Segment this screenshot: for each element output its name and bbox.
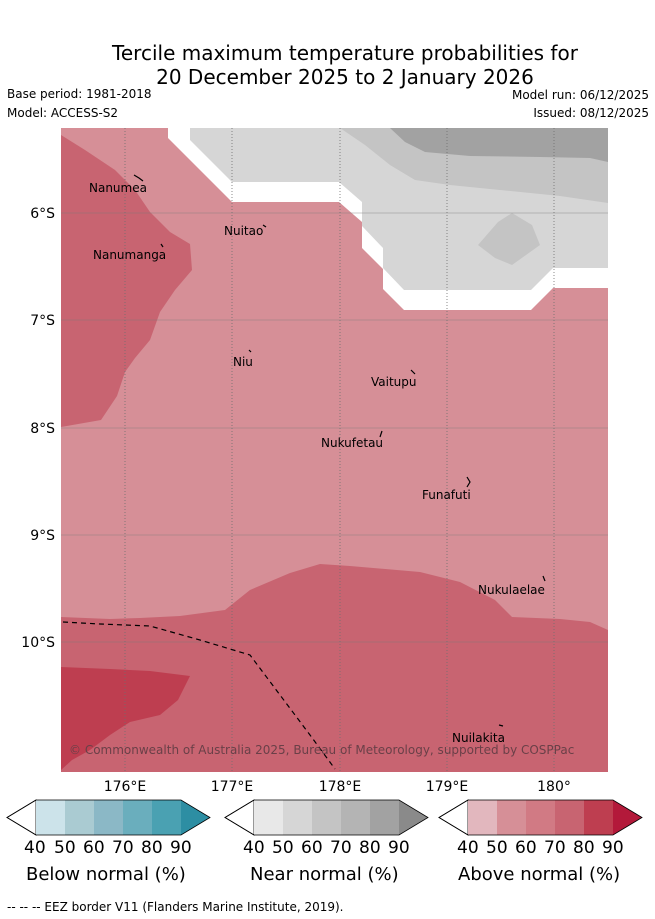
place-label: Nuilakita bbox=[452, 731, 505, 745]
eez-legend-note: -- -- -- EEZ border V11 (Flanders Marine… bbox=[7, 900, 344, 914]
colorbar-under-arrow bbox=[224, 799, 255, 836]
cb-tick: 80 bbox=[573, 838, 595, 858]
place-label: Vaitupu bbox=[371, 375, 417, 389]
colorbar-swatch bbox=[341, 800, 370, 835]
cb-tick: 90 bbox=[170, 838, 192, 858]
colorbar-outline bbox=[6, 799, 211, 836]
cb-tick: 50 bbox=[54, 838, 76, 858]
colorbar-over-arrow bbox=[399, 800, 428, 835]
colorbar-swatch bbox=[370, 800, 399, 835]
lat-tick: 10°S bbox=[21, 635, 55, 651]
region-above-80 bbox=[61, 667, 190, 770]
lon-tick: 178°E bbox=[319, 779, 362, 795]
colorbar-swatch bbox=[526, 800, 555, 835]
lon-tick: 176°E bbox=[104, 779, 147, 795]
title-line-2: 20 December 2025 to 2 January 2026 bbox=[156, 65, 534, 89]
cb-tick: 70 bbox=[330, 838, 352, 858]
region-near-60-patch bbox=[478, 213, 540, 265]
colorbar-swatch bbox=[584, 800, 613, 835]
cb-below-title: Below normal (%) bbox=[26, 864, 186, 885]
place-label: Nukufetau bbox=[321, 436, 383, 450]
colorbar-swatch bbox=[312, 800, 341, 835]
graticule-lat bbox=[61, 212, 608, 643]
cb-near-ticks: 40 50 60 70 80 90 bbox=[243, 838, 423, 858]
cb-tick: 40 bbox=[24, 838, 46, 858]
colorbar-swatch bbox=[497, 800, 526, 835]
colorbar-under-arrow bbox=[6, 799, 37, 836]
cb-tick: 60 bbox=[83, 838, 105, 858]
region-above-70-west bbox=[61, 135, 192, 427]
colorbar-swatch bbox=[283, 800, 312, 835]
islands bbox=[133, 174, 546, 727]
colorbar-over-arrow bbox=[181, 800, 210, 835]
lon-tick: 179°E bbox=[426, 779, 469, 795]
place-label: Nuitao bbox=[224, 224, 263, 238]
lon-tick: 180° bbox=[537, 779, 571, 795]
cb-tick: 50 bbox=[486, 838, 508, 858]
model-label: Model: ACCESS-S2 bbox=[7, 106, 119, 120]
colorbar-swatch bbox=[94, 800, 123, 835]
place-label: Funafuti bbox=[422, 488, 471, 502]
place-label: Niu bbox=[233, 355, 253, 369]
copyright-text: © Commonwealth of Australia 2025, Bureau… bbox=[69, 743, 574, 757]
issued-label: Issued: 08/12/2025 bbox=[533, 106, 649, 120]
cb-tick: 60 bbox=[301, 838, 323, 858]
region-near-70 bbox=[390, 128, 608, 162]
colorbar-swatch bbox=[468, 800, 497, 835]
colorbar-outline bbox=[224, 799, 429, 836]
lat-tick: 7°S bbox=[30, 313, 55, 329]
cb-tick: 70 bbox=[544, 838, 566, 858]
cb-above-title: Above normal (%) bbox=[458, 864, 621, 885]
colorbar-below-normal bbox=[6, 799, 211, 836]
place-label: Nanumanga bbox=[93, 248, 166, 262]
lat-tick: 9°S bbox=[30, 528, 55, 544]
colorbar-swatch bbox=[65, 800, 94, 835]
colorbar-outline bbox=[438, 799, 643, 836]
lat-tick: 8°S bbox=[30, 421, 55, 437]
colorbar-near-normal bbox=[224, 799, 429, 836]
cb-above-ticks: 40 50 60 70 80 90 bbox=[457, 838, 637, 858]
region-above-70-south bbox=[61, 564, 608, 772]
cb-tick: 50 bbox=[272, 838, 294, 858]
lat-tick: 6°S bbox=[30, 206, 55, 222]
graticule bbox=[124, 128, 555, 772]
colorbar-swatch bbox=[36, 800, 65, 835]
model-run-label: Model run: 06/12/2025 bbox=[511, 88, 649, 102]
cb-tick: 70 bbox=[112, 838, 134, 858]
cb-tick: 40 bbox=[243, 838, 265, 858]
cb-near-title: Near normal (%) bbox=[250, 864, 399, 885]
colorbar-swatch bbox=[123, 800, 152, 835]
cb-tick: 80 bbox=[359, 838, 381, 858]
cb-tick: 90 bbox=[388, 838, 410, 858]
colorbar-under-arrow bbox=[438, 799, 469, 836]
base-period-label: Base period: 1981-2018 bbox=[7, 87, 152, 101]
title-line-1: Tercile maximum temperature probabilitie… bbox=[112, 41, 578, 65]
cb-below-ticks: 40 50 60 70 80 90 bbox=[24, 838, 204, 858]
colorbar-swatch bbox=[254, 800, 283, 835]
colorbar-over-arrow bbox=[613, 800, 642, 835]
place-label: Nanumea bbox=[89, 181, 147, 195]
colorbar-above-normal bbox=[438, 799, 643, 836]
chart-title: Tercile maximum temperature probabilitie… bbox=[0, 41, 655, 89]
colorbar-swatch bbox=[152, 800, 181, 835]
cb-tick: 40 bbox=[457, 838, 479, 858]
place-label: Nukulaelae bbox=[478, 583, 545, 597]
cb-tick: 80 bbox=[141, 838, 163, 858]
colorbar-swatch bbox=[555, 800, 584, 835]
cb-tick: 60 bbox=[515, 838, 537, 858]
eez-border bbox=[62, 621, 336, 770]
cb-tick: 90 bbox=[602, 838, 624, 858]
lon-tick: 177°E bbox=[211, 779, 254, 795]
